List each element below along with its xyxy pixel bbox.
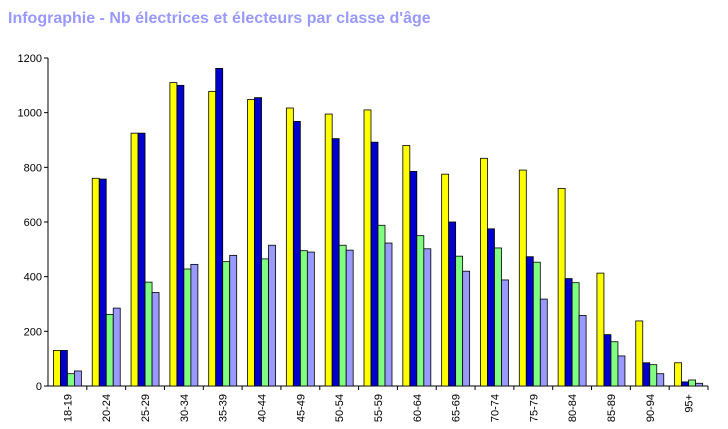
bar <box>176 84 185 387</box>
bar <box>377 224 386 387</box>
bar <box>617 355 626 387</box>
y-tick-label: 1200 <box>18 53 42 65</box>
bar <box>363 109 372 387</box>
chart-title: Infographie - Nb électrices et électeurs… <box>8 10 431 27</box>
bar <box>60 350 68 387</box>
bar <box>384 242 393 387</box>
bar <box>487 228 495 387</box>
bar <box>215 67 224 387</box>
bar <box>229 254 238 387</box>
x-tick-label: 75-79 <box>528 394 540 422</box>
bar <box>656 373 665 387</box>
bar <box>247 99 255 387</box>
bar <box>494 247 502 387</box>
bar <box>144 281 153 387</box>
bar <box>53 350 61 387</box>
bar <box>324 113 333 387</box>
bar <box>557 187 566 387</box>
bar <box>169 82 178 387</box>
x-tick-label: 18-19 <box>62 394 74 422</box>
x-tick-label: 70-74 <box>489 394 501 422</box>
y-tick-label: 600 <box>24 217 42 229</box>
bar <box>345 249 354 387</box>
bar <box>222 261 231 387</box>
bar <box>67 373 75 387</box>
bar <box>105 313 114 387</box>
bar <box>578 315 587 387</box>
bar <box>525 256 534 387</box>
bar <box>448 221 457 387</box>
bar <box>208 90 217 387</box>
x-tick-label: 80-84 <box>567 394 579 422</box>
bar <box>681 381 689 387</box>
y-tick-label: 200 <box>24 326 42 338</box>
bar <box>409 171 418 387</box>
bar <box>98 178 107 387</box>
bar <box>610 341 619 387</box>
bar <box>254 97 262 387</box>
bar <box>455 255 464 387</box>
x-tick-label: 35-39 <box>218 394 230 422</box>
bar <box>130 132 139 387</box>
bar <box>151 292 160 387</box>
x-tick-label: 25-29 <box>140 394 152 422</box>
bar <box>462 270 471 387</box>
bar <box>285 107 294 387</box>
x-tick-label: 65-69 <box>451 394 463 422</box>
x-tick-label: 95+ <box>684 394 696 413</box>
bar <box>268 244 276 387</box>
bar <box>635 320 644 387</box>
y-tick-label: 0 <box>36 381 42 393</box>
bar <box>539 298 548 387</box>
x-tick-label: 50-54 <box>334 394 346 422</box>
bar <box>74 370 82 387</box>
x-tick-label: 55-59 <box>373 394 385 422</box>
bar <box>183 268 192 387</box>
bar <box>564 278 573 387</box>
bar <box>261 258 269 387</box>
x-tick-label: 30-34 <box>179 394 191 422</box>
bar <box>532 261 541 387</box>
bar <box>603 334 612 387</box>
x-tick-label: 20-24 <box>101 394 113 422</box>
x-tick-label: 60-64 <box>412 394 424 422</box>
y-tick-label: 1000 <box>18 108 42 120</box>
bar <box>518 169 527 387</box>
bar <box>688 379 696 387</box>
bar <box>674 362 682 387</box>
bar <box>695 382 703 387</box>
bar <box>501 279 509 387</box>
bar <box>480 157 488 387</box>
bar <box>91 177 100 387</box>
bar <box>137 132 146 387</box>
bar <box>571 282 580 387</box>
bar <box>306 251 315 387</box>
bar <box>596 272 605 387</box>
bar <box>423 248 432 387</box>
bar <box>370 141 379 387</box>
bar <box>190 263 199 387</box>
x-tick-label: 45-49 <box>295 394 307 422</box>
bar <box>112 307 121 387</box>
x-tick-label: 40-44 <box>257 394 269 422</box>
x-tick-label: 85-89 <box>606 394 618 422</box>
bar <box>338 244 347 387</box>
y-tick-label: 800 <box>24 162 42 174</box>
bar <box>402 145 411 387</box>
bar <box>292 121 301 387</box>
bar <box>331 138 340 387</box>
y-tick-label: 400 <box>24 272 42 284</box>
bar <box>642 362 651 387</box>
bar <box>299 250 308 387</box>
bar <box>416 235 425 387</box>
bar <box>441 173 450 387</box>
x-tick-label: 90-94 <box>645 394 657 422</box>
bar <box>649 364 658 387</box>
